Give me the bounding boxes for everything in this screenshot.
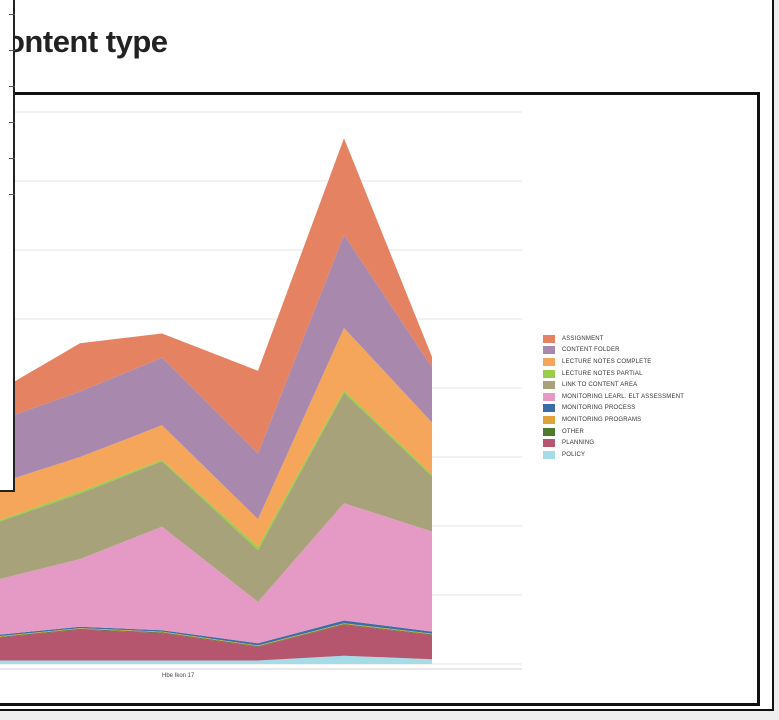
legend-item: MONITORING PROGRAMS: [543, 414, 684, 426]
legend-label: MONITORING PROCESS: [562, 405, 636, 412]
legend-item: LECTURE NOTES COMPLETE: [543, 356, 684, 368]
legend-item: MONITORING PROCESS: [543, 403, 684, 415]
legend-label: PLANNING: [562, 440, 595, 447]
area-series-monitoring-process: [0, 620, 432, 646]
legend-swatch: [543, 427, 555, 436]
legend-swatch: [543, 381, 555, 390]
legend-swatch: [543, 450, 555, 459]
legend-swatch: [543, 415, 555, 424]
overlapping-window-edge[interactable]: [0, 0, 15, 492]
legend-item: ASSIGNMENT: [543, 333, 684, 345]
area-series-other: [0, 624, 432, 647]
legend-label: POLICY: [562, 451, 586, 458]
area-series-link-to-content-area: [0, 392, 432, 602]
legend-item: MONITORING LEARL. ELT ASSESSMENT: [543, 391, 684, 403]
legend-item: LECTURE NOTES PARTIAL: [543, 368, 684, 380]
legend-item: OTHER: [543, 426, 684, 438]
ruler-tick: [9, 14, 15, 15]
chart-legend: ASSIGNMENT CONTENT FOLDER LECTURE NOTES CO…: [543, 333, 684, 461]
chart-title: ontent type: [6, 24, 168, 59]
legend-label: OTHER: [562, 428, 584, 435]
x-axis-tick-label: Hbe Ikon 17: [162, 673, 195, 679]
legend-swatch: [543, 404, 555, 413]
legend-swatch: [543, 369, 555, 378]
area-series-policy: [0, 655, 432, 664]
ruler-tick: [9, 158, 15, 159]
area-series-assignment: [0, 138, 432, 454]
legend-item: POLICY: [543, 449, 684, 461]
legend-swatch: [543, 357, 555, 366]
area-series-monitoring-programs: [0, 623, 432, 647]
legend-label: MONITORING PROGRAMS: [562, 416, 642, 423]
legend-label: CONTENT FOLDER: [562, 347, 620, 354]
legend-swatch: [543, 334, 555, 343]
legend-swatch: [543, 346, 555, 355]
legend-label: LECTURE NOTES COMPLETE: [562, 358, 652, 365]
legend-label: LINK TO CONTENT AREA: [562, 382, 638, 389]
legend-label: ASSIGNMENT: [562, 335, 604, 342]
ruler-tick: [9, 86, 15, 87]
ruler-tick: [9, 194, 15, 195]
legend-item: LINK TO CONTENT AREA: [543, 379, 684, 391]
area-chart: [0, 111, 522, 670]
area-series-planning: [0, 624, 432, 661]
legend-item: PLANNING: [543, 437, 684, 449]
legend-label: LECTURE NOTES PARTIAL: [562, 370, 643, 377]
area-series-monitoring-learl-elt-assessment: [0, 503, 432, 644]
ruler-tick: [9, 50, 15, 51]
ruler-tick: [9, 122, 15, 123]
legend-item: CONTENT FOLDER: [543, 345, 684, 357]
area-series-content-folder: [0, 234, 432, 520]
legend-swatch: [543, 392, 555, 401]
legend-label: MONITORING LEARL. ELT ASSESSMENT: [562, 393, 685, 400]
area-series-lecture-notes-complete: [0, 328, 432, 547]
legend-swatch: [543, 439, 555, 448]
